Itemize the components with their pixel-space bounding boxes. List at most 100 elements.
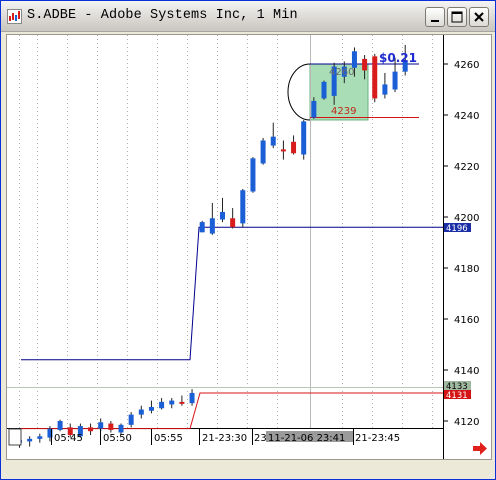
candle-body bbox=[270, 136, 276, 146]
candle[interactable] bbox=[128, 412, 134, 428]
candle-body bbox=[341, 66, 347, 77]
candle[interactable] bbox=[209, 202, 215, 235]
candle[interactable] bbox=[260, 137, 266, 165]
candle[interactable] bbox=[392, 57, 398, 93]
minimize-icon bbox=[431, 20, 439, 22]
candle-body bbox=[250, 158, 256, 192]
candle-body bbox=[382, 84, 388, 95]
candle[interactable] bbox=[240, 188, 246, 228]
svg-text:4133: 4133 bbox=[446, 382, 468, 392]
candle[interactable] bbox=[311, 97, 317, 119]
red-level-line bbox=[21, 392, 443, 430]
candle[interactable] bbox=[280, 140, 286, 160]
close-button[interactable] bbox=[469, 7, 489, 27]
price-tick-label: 4140 bbox=[454, 366, 479, 377]
candle-body bbox=[280, 149, 286, 152]
candle-body bbox=[260, 140, 266, 164]
candle-body bbox=[199, 222, 205, 233]
chart-area[interactable]: 4260 4239 $0.21 4120 4140 4160 4180 4200 4220… bbox=[6, 34, 492, 460]
candle-body bbox=[331, 66, 337, 96]
price-tick-label: 4240 bbox=[454, 111, 479, 122]
candle[interactable] bbox=[169, 398, 175, 409]
candle[interactable] bbox=[362, 55, 368, 80]
candle[interactable] bbox=[199, 220, 205, 233]
candle[interactable] bbox=[372, 53, 378, 103]
candle-body bbox=[77, 426, 83, 437]
candle[interactable] bbox=[402, 44, 408, 76]
candle[interactable] bbox=[148, 400, 154, 414]
title-bar[interactable]: S.ADBE - Adobe Systems Inc, 1 Min bbox=[1, 1, 495, 32]
price-tick-label: 4160 bbox=[454, 315, 479, 326]
candle[interactable] bbox=[159, 398, 165, 410]
candle[interactable] bbox=[291, 135, 297, 155]
candle[interactable] bbox=[27, 436, 33, 447]
candle[interactable] bbox=[108, 421, 114, 433]
candle[interactable] bbox=[88, 423, 94, 436]
candle[interactable] bbox=[230, 208, 236, 229]
candle[interactable] bbox=[57, 419, 63, 432]
candle-body bbox=[240, 190, 246, 224]
candle[interactable] bbox=[118, 423, 124, 436]
candle-body bbox=[159, 401, 165, 409]
window-title: S.ADBE - Adobe Systems Inc, 1 Min bbox=[27, 8, 298, 23]
candle-body bbox=[138, 409, 144, 415]
scroll-right-arrow-icon[interactable] bbox=[473, 442, 487, 455]
candle[interactable] bbox=[179, 395, 185, 406]
time-tick-label: 05:50 bbox=[103, 433, 132, 444]
price-tick-label: 4220 bbox=[454, 162, 479, 173]
blue-level-line bbox=[21, 226, 443, 361]
candle[interactable] bbox=[321, 80, 327, 100]
candle[interactable] bbox=[138, 405, 144, 419]
price-chart[interactable]: 4260 4239 $0.21 4120 4140 4160 4180 4200 4220… bbox=[7, 35, 491, 459]
candle-body bbox=[220, 211, 225, 220]
cursor-time-label-bg bbox=[266, 431, 353, 442]
red-price-tag: 4131 bbox=[444, 390, 471, 401]
maximize-button[interactable] bbox=[447, 7, 467, 27]
candle-body bbox=[230, 218, 236, 228]
time-tick-label: 05:45 bbox=[54, 433, 83, 444]
price-tick-label: 4200 bbox=[454, 213, 479, 224]
price-tick-label: 4120 bbox=[454, 417, 479, 428]
blue-price-tag: 4196 bbox=[444, 223, 471, 234]
candle[interactable] bbox=[189, 389, 195, 406]
candle[interactable] bbox=[250, 157, 256, 193]
time-tick-label: 21-23:30 bbox=[202, 433, 247, 444]
candle[interactable] bbox=[301, 120, 307, 160]
candle[interactable] bbox=[331, 62, 337, 105]
candle-body bbox=[372, 56, 378, 99]
candle-body bbox=[169, 400, 175, 405]
candle[interactable] bbox=[77, 423, 83, 438]
grey-price-tag: 4133 bbox=[444, 381, 471, 392]
candle[interactable] bbox=[67, 423, 73, 438]
candle-body bbox=[118, 424, 124, 433]
chart-app-icon bbox=[7, 9, 22, 24]
candle-body bbox=[88, 427, 94, 432]
price-tick-label: 4260 bbox=[454, 60, 479, 71]
minimize-button[interactable] bbox=[425, 7, 445, 27]
candle-body bbox=[67, 427, 73, 436]
candle[interactable] bbox=[382, 72, 388, 99]
price-change-label: $0.21 bbox=[379, 51, 417, 65]
candle[interactable] bbox=[37, 433, 43, 443]
candle-body bbox=[392, 71, 398, 90]
cursor-time-label: 11-21-06 23:41 bbox=[268, 433, 345, 444]
measure-arc bbox=[287, 63, 311, 121]
candle[interactable] bbox=[220, 197, 225, 223]
svg-text:4196: 4196 bbox=[446, 224, 468, 234]
candle-body bbox=[108, 423, 114, 430]
time-axis-scroll-box[interactable] bbox=[8, 428, 22, 446]
maximize-icon bbox=[451, 11, 463, 23]
svg-text:4131: 4131 bbox=[446, 391, 468, 401]
time-tick-label: 23 bbox=[254, 433, 267, 444]
candle[interactable] bbox=[351, 47, 357, 77]
candle[interactable] bbox=[47, 426, 53, 442]
candle-body bbox=[57, 421, 63, 430]
candle-body bbox=[291, 141, 297, 154]
measure-box[interactable] bbox=[309, 63, 369, 121]
candle[interactable] bbox=[270, 122, 276, 149]
candle[interactable] bbox=[341, 61, 347, 84]
time-tick-label: 05:55 bbox=[154, 433, 183, 444]
candle-body bbox=[402, 60, 408, 72]
candle-body bbox=[351, 51, 357, 68]
